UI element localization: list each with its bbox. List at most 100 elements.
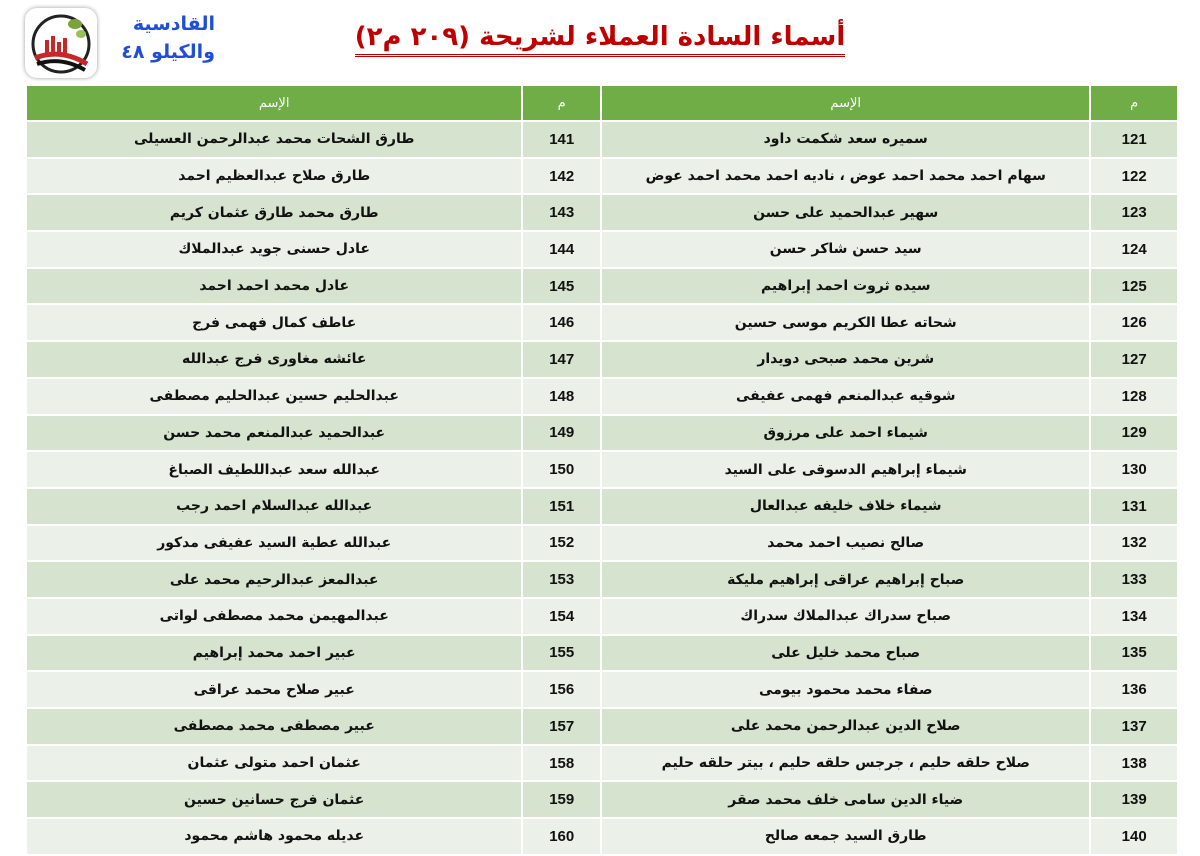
table-row: 130 شيماء إبراهيم الدسوقى على السيد 150 عبد… (27, 452, 1177, 487)
row-number: 142 (523, 158, 601, 194)
customer-name: عبير احمد محمد إبراهيم (27, 635, 522, 671)
customer-name: طارق محمد طارق عثمان كريم (27, 195, 522, 231)
row-number: 127 (1091, 342, 1177, 377)
row-number: 154 (523, 598, 601, 634)
row-number: 155 (523, 635, 601, 671)
customer-name: سهير عبدالحميد على حسن (602, 195, 1090, 231)
table-row: 137 صلاح الدين عبدالرحمن محمد على 157 عبير … (27, 709, 1177, 744)
customer-name: سهام احمد محمد احمد عوض ، ناديه احمد محم… (602, 158, 1090, 194)
table-row: 121 سميره سعد شكمت داود 141 طارق الشحات محم… (27, 122, 1177, 157)
customer-name: عبير صلاح محمد عراقى (27, 672, 522, 707)
column-header-name: الإسم (27, 86, 522, 120)
table-row: 124 سيد حسن شاكر حسن 144 عادل حسنى جويد عبد… (27, 232, 1177, 267)
row-number: 141 (523, 122, 601, 157)
row-number: 134 (1091, 598, 1177, 634)
row-number: 121 (1091, 122, 1177, 157)
table-row: 125 سيده ثروت احمد إبراهيم 145 عادل محمد اح… (27, 268, 1177, 304)
organization-logo (25, 8, 97, 78)
customer-name: عبير مصطفى محمد مصطفى (27, 709, 522, 744)
row-number: 144 (523, 232, 601, 267)
customer-name: صباح سدراك عبدالملاك سدراك (602, 598, 1090, 634)
customer-name: سيد حسن شاكر حسن (602, 232, 1090, 267)
row-number: 130 (1091, 452, 1177, 487)
row-number: 150 (523, 452, 601, 487)
customers-table: م الإسم م الإسم 121 سميره سعد شكمت داود 14… (25, 84, 1179, 856)
row-number: 137 (1091, 709, 1177, 744)
row-number: 148 (523, 378, 601, 414)
customer-name: عثمان فرج حسانين حسين (27, 782, 522, 818)
table-row: 133 صباح إبراهيم عراقى إبراهيم مليكة 153 عب… (27, 562, 1177, 597)
customer-name: سميره سعد شكمت داود (602, 122, 1090, 157)
row-number: 151 (523, 488, 601, 524)
customer-name: سيده ثروت احمد إبراهيم (602, 268, 1090, 304)
row-number: 156 (523, 672, 601, 707)
row-number: 159 (523, 782, 601, 818)
customer-name: عاطف كمال فهمى فرج (27, 305, 522, 341)
table-row: 128 شوقيه عبدالمنعم فهمى عفيفى 148 عبدالحلي… (27, 378, 1177, 414)
customer-name: عبدالله عطية السيد عفيفى مدكور (27, 525, 522, 561)
table-row: 135 صباح محمد خليل على 155 عبير احمد محمد إ… (27, 635, 1177, 671)
customer-name: صباح إبراهيم عراقى إبراهيم مليكة (602, 562, 1090, 597)
organization-name: القادسية والكيلو ٤٨ (105, 10, 215, 66)
table-row: 131 شيماء خلاف خليفه عبدالعال 151 عبدالله ع… (27, 488, 1177, 524)
row-number: 124 (1091, 232, 1177, 267)
customer-name: طارق صلاح عبدالعظيم احمد (27, 158, 522, 194)
customer-name: صلاح حلقه حليم ، جرجس حلقه حليم ، بيتر ح… (602, 745, 1090, 781)
customer-name: صباح محمد خليل على (602, 635, 1090, 671)
table-row: 129 شيماء احمد على مرزوق 149 عبدالحميد عبدا… (27, 415, 1177, 451)
row-number: 152 (523, 525, 601, 561)
column-header-number: م (523, 86, 601, 120)
customer-name: عثمان احمد متولى عثمان (27, 745, 522, 781)
table-row: 126 شحاته عطا الكريم موسى حسين 146 عاطف كما… (27, 305, 1177, 341)
row-number: 160 (523, 819, 601, 854)
row-number: 145 (523, 268, 601, 304)
customer-name: عادل حسنى جويد عبدالملاك (27, 232, 522, 267)
table-header-row: م الإسم م الإسم (27, 86, 1177, 120)
customer-name: عبدالمهيمن محمد مصطفى لواتى (27, 598, 522, 634)
row-number: 136 (1091, 672, 1177, 707)
customer-name: عبدالمعز عبدالرحيم محمد على (27, 562, 522, 597)
row-number: 123 (1091, 195, 1177, 231)
customer-name: شحاته عطا الكريم موسى حسين (602, 305, 1090, 341)
table-row: 140 طارق السيد جمعه صالح 160 عديله محمود ها… (27, 819, 1177, 854)
column-header-name: الإسم (602, 86, 1090, 120)
row-number: 149 (523, 415, 601, 451)
table-row: 123 سهير عبدالحميد على حسن 143 طارق محمد طا… (27, 195, 1177, 231)
table-row: 139 ضياء الدين سامى خلف محمد صقر 159 عثمان … (27, 782, 1177, 818)
page-title: أسماء السادة العملاء لشريحة (٢٠٩ م٢) (300, 22, 900, 57)
row-number: 129 (1091, 415, 1177, 451)
row-number: 135 (1091, 635, 1177, 671)
customer-name: صالح نصيب احمد محمد (602, 525, 1090, 561)
customer-name: شرين محمد صبحى دويدار (602, 342, 1090, 377)
table-row: 136 صفاء محمد محمود بيومى 156 عبير صلاح محم… (27, 672, 1177, 707)
table-row: 134 صباح سدراك عبدالملاك سدراك 154 عبدالمهي… (27, 598, 1177, 634)
row-number: 143 (523, 195, 601, 231)
table-row: 132 صالح نصيب احمد محمد 152 عبدالله عطية ال… (27, 525, 1177, 561)
customer-name: شيماء إبراهيم الدسوقى على السيد (602, 452, 1090, 487)
row-number: 139 (1091, 782, 1177, 818)
customer-name: عديله محمود هاشم محمود (27, 819, 522, 854)
customer-name: صلاح الدين عبدالرحمن محمد على (602, 709, 1090, 744)
organization-name-line2: والكيلو ٤٨ (121, 41, 215, 63)
row-number: 147 (523, 342, 601, 377)
column-header-number: م (1091, 86, 1177, 120)
row-number: 138 (1091, 745, 1177, 781)
row-number: 131 (1091, 488, 1177, 524)
customer-name: عائشه مغاورى فرج عبدالله (27, 342, 522, 377)
row-number: 158 (523, 745, 601, 781)
customer-name: شيماء احمد على مرزوق (602, 415, 1090, 451)
row-number: 122 (1091, 158, 1177, 194)
customer-name: عبدالله عبدالسلام احمد رجب (27, 488, 522, 524)
table-row: 127 شرين محمد صبحى دويدار 147 عائشه مغاورى … (27, 342, 1177, 377)
customer-name: عبدالحميد عبدالمنعم محمد حسن (27, 415, 522, 451)
customer-name: طارق الشحات محمد عبدالرحمن العسيلى (27, 122, 522, 157)
row-number: 128 (1091, 378, 1177, 414)
page-title-text: أسماء السادة العملاء لشريحة (٢٠٩ م٢) (354, 22, 846, 57)
row-number: 132 (1091, 525, 1177, 561)
row-number: 157 (523, 709, 601, 744)
customer-name: عبدالحليم حسين عبدالحليم مصطفى (27, 378, 522, 414)
customer-name: شوقيه عبدالمنعم فهمى عفيفى (602, 378, 1090, 414)
row-number: 153 (523, 562, 601, 597)
customer-name: عبدالله سعد عبداللطيف الصباغ (27, 452, 522, 487)
table-row: 138 صلاح حلقه حليم ، جرجس حلقه حليم ، بيت… (27, 745, 1177, 781)
